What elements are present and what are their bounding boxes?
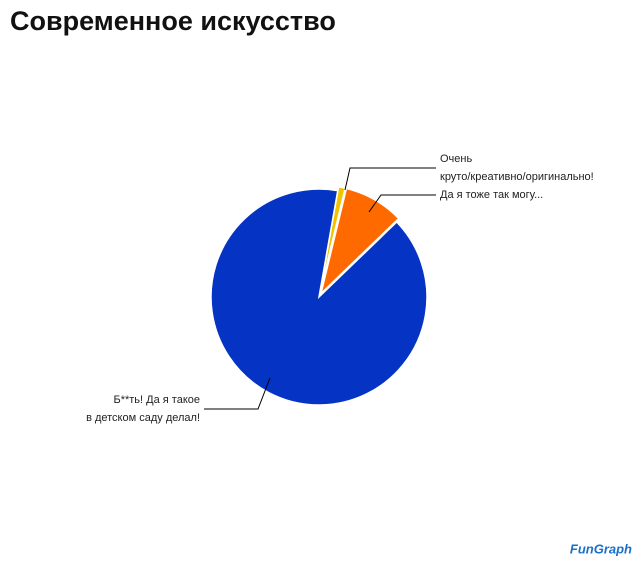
pie-slice bbox=[319, 187, 400, 296]
leader-line bbox=[344, 167, 436, 191]
chart-title: Современное искусство bbox=[10, 6, 336, 36]
pie-slice bbox=[210, 188, 428, 406]
slice-label: Б**ть! Да я такое bbox=[113, 394, 200, 406]
slice-label: круто/креативно/оригинально! bbox=[440, 171, 594, 183]
slice-label: Да я тоже так могу... bbox=[440, 189, 543, 201]
watermark: FunGraph bbox=[570, 541, 632, 556]
slice-label: Очень bbox=[440, 153, 472, 165]
leader-line bbox=[204, 377, 271, 410]
leader-line bbox=[368, 194, 436, 213]
slice-label: в детском саду делал! bbox=[86, 412, 200, 424]
